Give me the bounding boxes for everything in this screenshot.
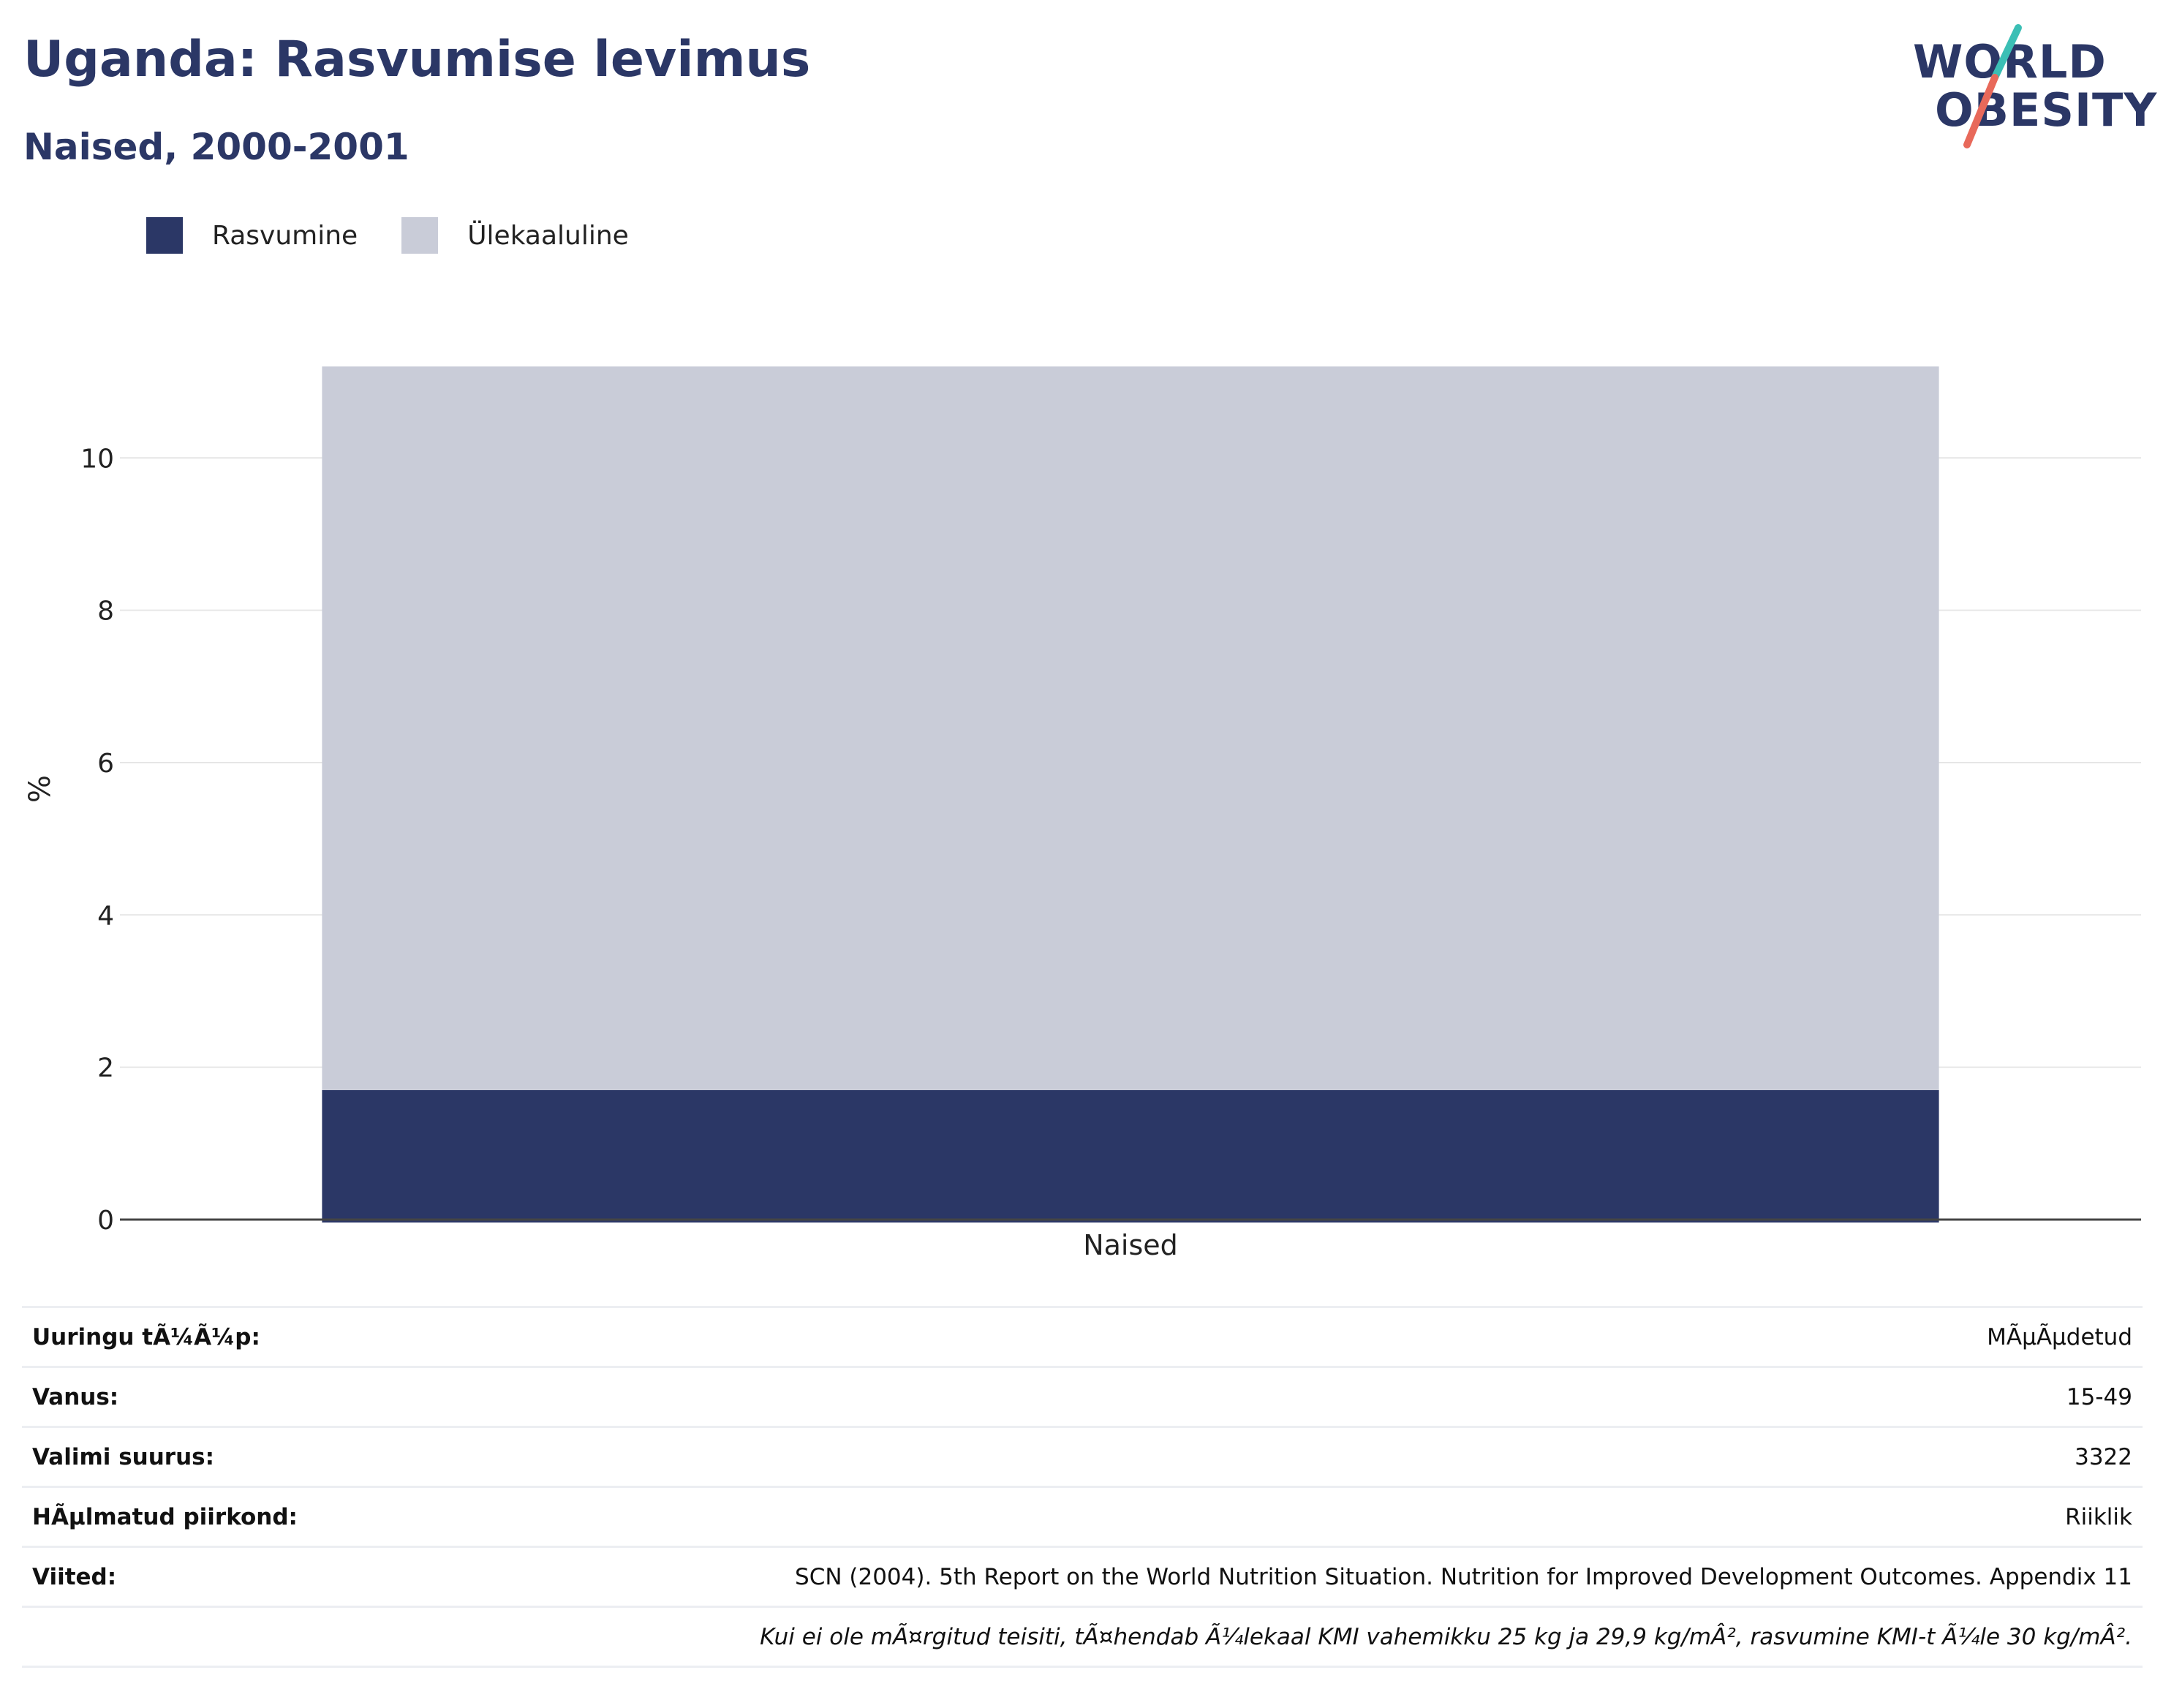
x-tick-label: Naised: [1083, 1229, 1178, 1261]
info-key: Uuringu tÃ¼Ã¼p:: [32, 1323, 260, 1350]
info-value: 15-49: [2066, 1383, 2132, 1410]
chart-title: Uganda: Rasvumise levimus: [23, 31, 811, 88]
y-tick-label: 8: [97, 597, 114, 627]
legend-label-ulekaaluline: Ülekaaluline: [467, 220, 629, 251]
info-row-age: Vanus: 15-49: [22, 1366, 2143, 1426]
y-tick-label: 10: [80, 444, 114, 474]
info-value[interactable]: SCN (2004). 5th Report on the World Nutr…: [795, 1563, 2132, 1590]
info-table-end: [22, 1666, 2143, 1668]
info-key: Valimi suurus:: [32, 1443, 214, 1470]
info-row-area: HÃµlmatud piirkond: Riiklik: [22, 1486, 2143, 1546]
legend-swatch-rasvumine: [146, 217, 183, 254]
info-row-references: Viited: SCN (2004). 5th Report on the Wo…: [22, 1546, 2143, 1606]
legend-swatch-ulekaaluline: [401, 217, 439, 254]
logo-slash-icon: [1963, 24, 2022, 148]
chart-legend: Rasvumine Ülekaaluline: [146, 215, 673, 256]
legend-item-rasvumine[interactable]: Rasvumine: [146, 217, 358, 254]
info-value: 3322: [2075, 1443, 2132, 1470]
info-row-note: Kui ei ole mÃ¤rgitud teisiti, tÃ¤hendab …: [22, 1606, 2143, 1666]
bar-ulekaaluline: [322, 366, 1939, 1090]
info-note: Kui ei ole mÃ¤rgitud teisiti, tÃ¤hendab …: [760, 1623, 2132, 1650]
info-key: Vanus:: [32, 1383, 119, 1410]
y-tick-label: 4: [97, 901, 114, 931]
info-row-survey-type: Uuringu tÃ¼Ã¼p: MÃµÃµdetud: [22, 1306, 2143, 1366]
info-key: Viited:: [32, 1563, 117, 1590]
y-tick-label: 2: [97, 1054, 114, 1084]
info-key: HÃµlmatud piirkond:: [32, 1503, 298, 1530]
bar-rasvumine: [322, 1089, 1939, 1223]
info-value: Riiklik: [2065, 1503, 2132, 1530]
y-tick-label: 0: [97, 1206, 114, 1236]
bar-chart: 0 2 4 6 8 10 Naised%: [23, 366, 2141, 1261]
y-tick-label: 6: [97, 749, 114, 779]
info-table: Uuringu tÃ¼Ã¼p: MÃµÃµdetud Vanus: 15-49 …: [22, 1306, 2143, 1668]
info-value: MÃµÃµdetud: [1987, 1323, 2132, 1350]
chart-subtitle: Naised, 2000-2001: [23, 126, 409, 168]
legend-label-rasvumine: Rasvumine: [212, 220, 358, 251]
info-row-sample-size: Valimi suurus: 3322: [22, 1426, 2143, 1486]
y-axis-label: %: [23, 775, 57, 803]
world-obesity-logo: WORLD OBESITY: [1909, 22, 2156, 154]
legend-item-ulekaaluline[interactable]: Ülekaaluline: [401, 217, 629, 254]
